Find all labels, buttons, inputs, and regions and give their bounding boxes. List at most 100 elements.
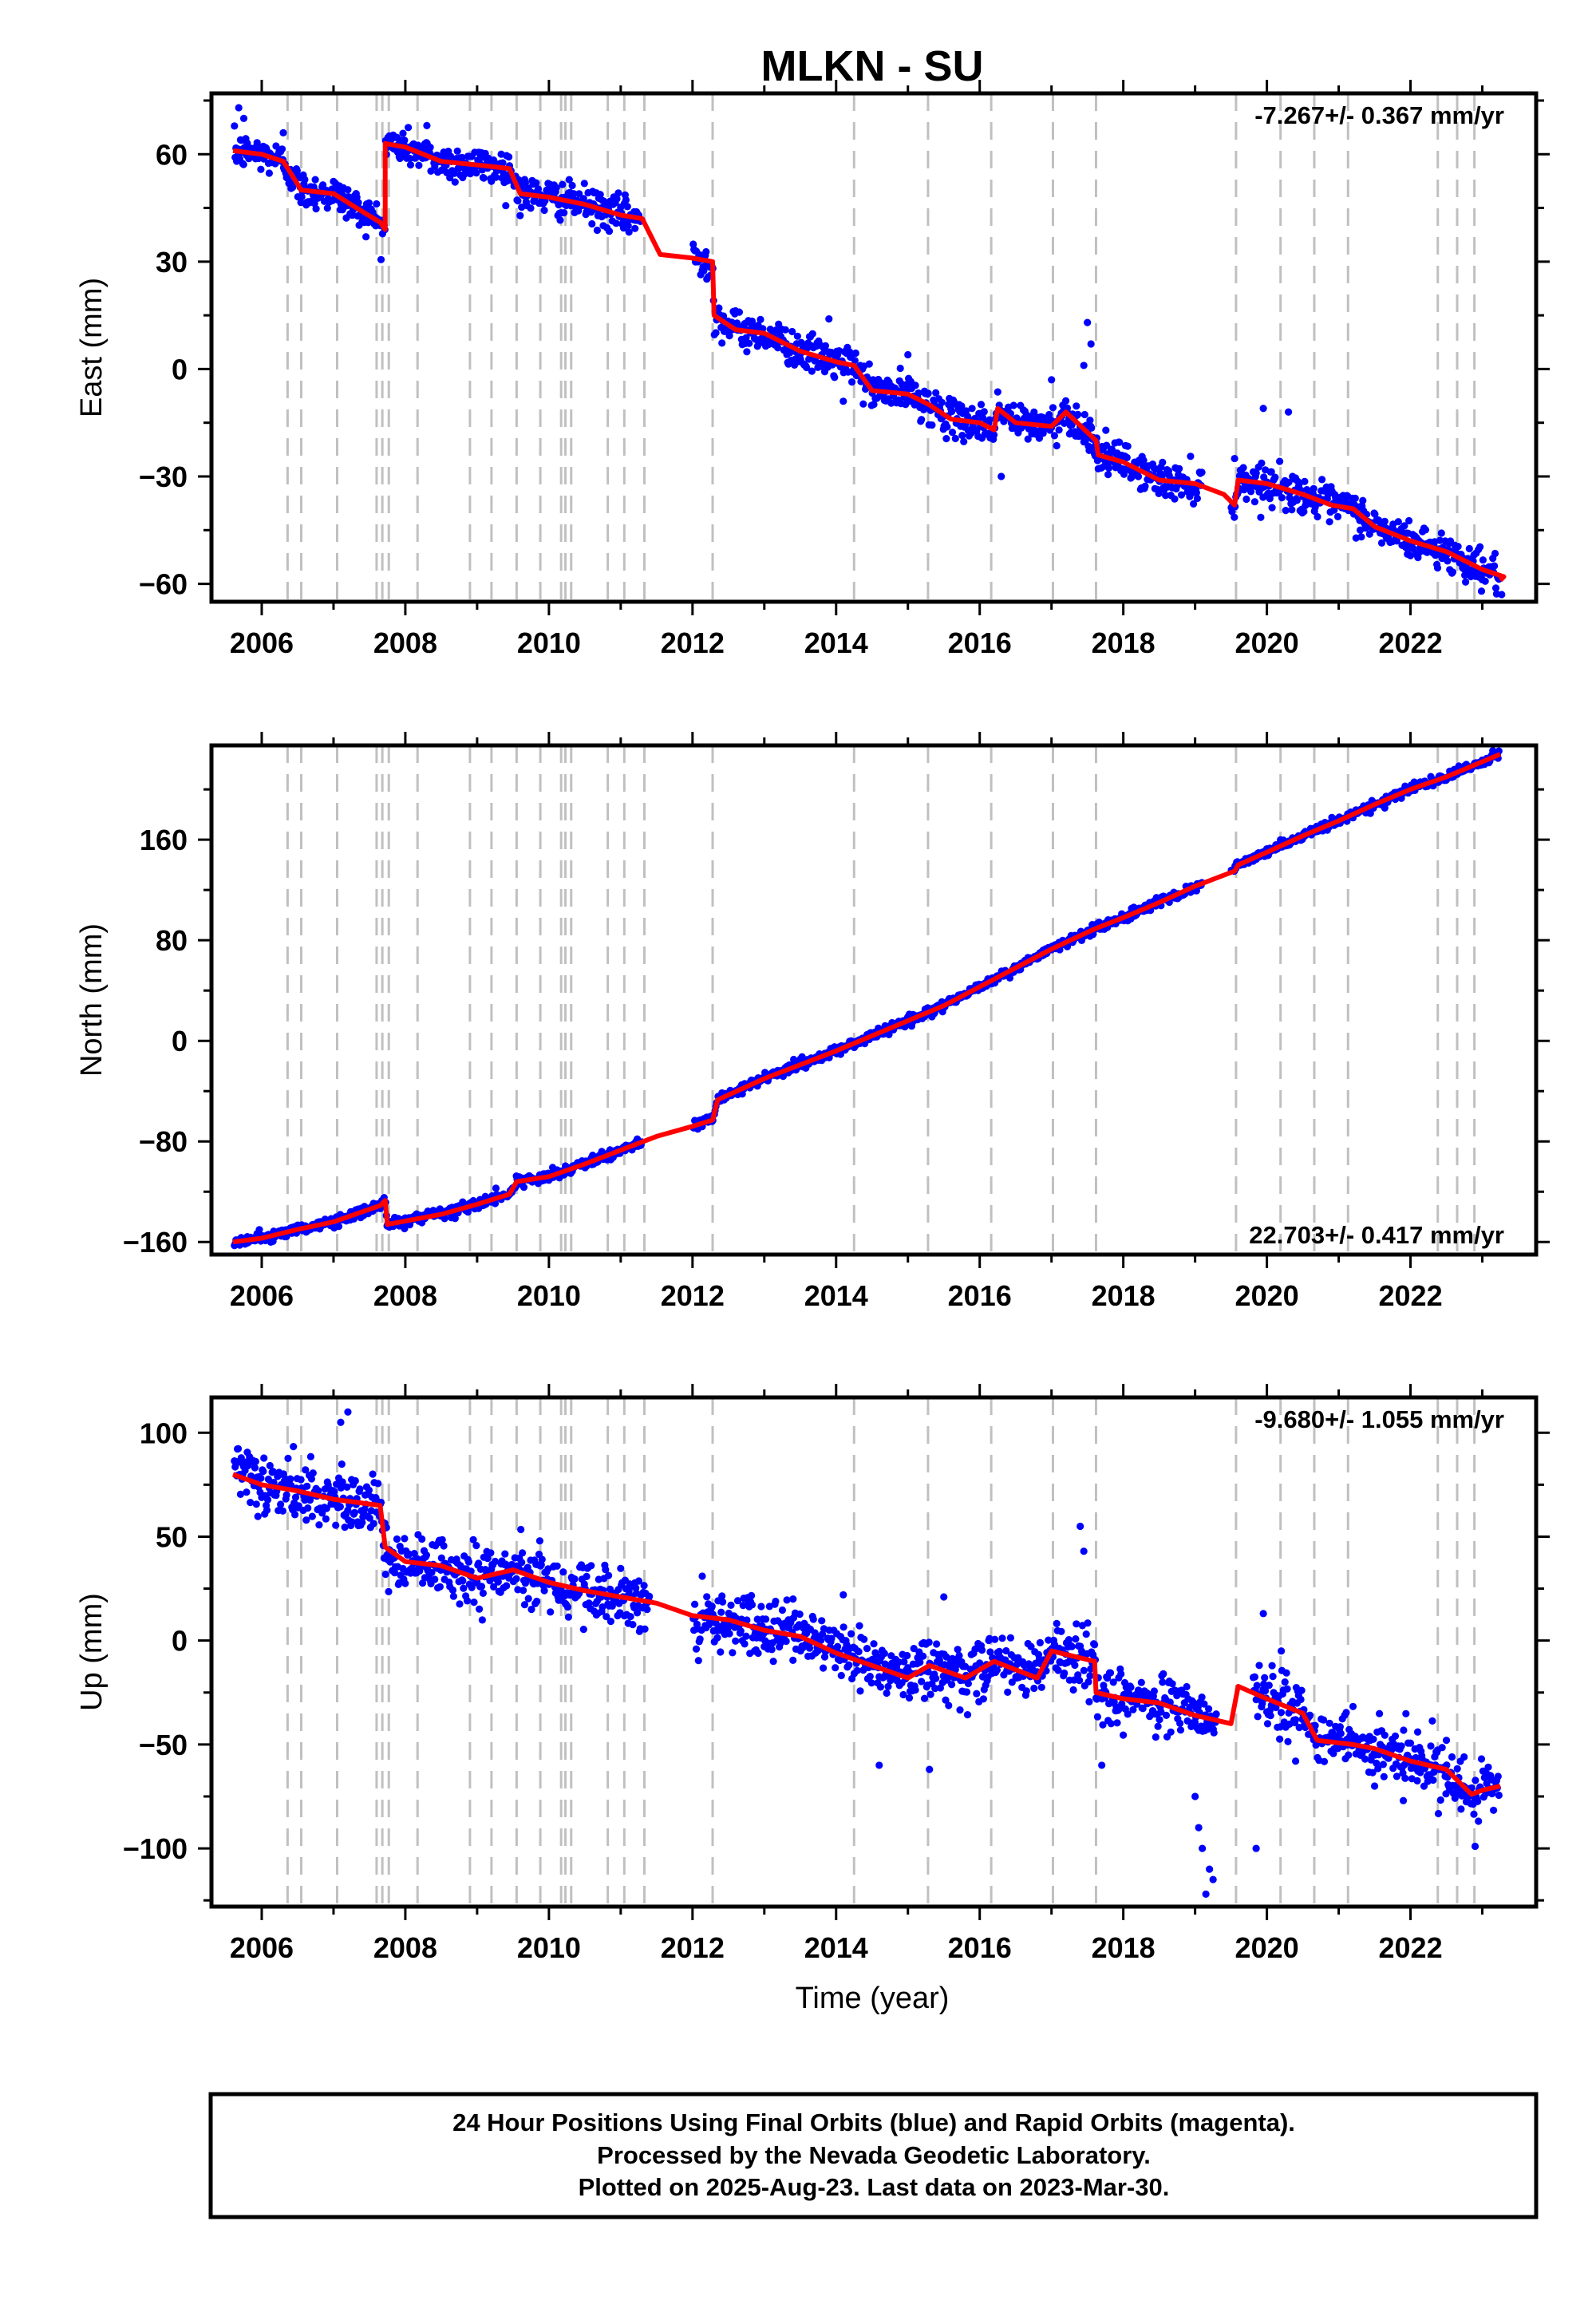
data-point <box>1318 476 1326 484</box>
panels: 2006 2008 2010 2012 2014 2016 2018 2020 2022−60−… <box>75 80 1550 1964</box>
data-point <box>304 1504 312 1512</box>
data-point <box>703 1593 711 1601</box>
data-point <box>1263 1720 1272 1728</box>
data-point <box>1336 1723 1344 1731</box>
data-point <box>369 1470 377 1478</box>
data-point <box>643 1606 651 1614</box>
data-point <box>694 1657 702 1665</box>
data-point <box>1406 1739 1415 1747</box>
data-point <box>401 1579 409 1587</box>
data-point <box>903 1651 911 1660</box>
data-point <box>931 1685 939 1693</box>
data-point <box>253 139 261 147</box>
data-point <box>1285 478 1293 486</box>
data-point <box>254 1512 262 1520</box>
data-point <box>1311 504 1319 512</box>
data-point <box>1293 496 1301 504</box>
data-point <box>1397 1742 1405 1750</box>
data-point <box>1421 526 1429 534</box>
data-point <box>1037 1683 1045 1691</box>
data-point <box>1475 1817 1483 1825</box>
data-point <box>1022 1687 1030 1695</box>
data-point <box>580 180 588 188</box>
y-tick-label: −30 <box>139 460 188 493</box>
data-point <box>602 1613 610 1621</box>
data-point <box>406 161 415 169</box>
data-point <box>514 197 522 205</box>
data-point-outlier <box>875 1761 883 1769</box>
data-point <box>698 1572 706 1580</box>
data-point-outlier <box>1098 1761 1106 1769</box>
data-point <box>440 1542 448 1550</box>
data-point <box>938 398 946 406</box>
data-point <box>1159 458 1167 467</box>
data-point <box>1065 1636 1073 1644</box>
data-point <box>960 437 968 446</box>
data-point <box>1283 1685 1291 1693</box>
data-point <box>418 1535 426 1543</box>
data-point <box>519 1587 527 1595</box>
data-point <box>332 1521 340 1529</box>
data-point <box>385 1587 393 1595</box>
data-point-outlier <box>344 1408 352 1416</box>
data-point <box>552 184 560 192</box>
data-point <box>315 1521 323 1529</box>
data-point <box>977 401 986 409</box>
data-point <box>337 1484 345 1492</box>
data-point <box>1476 543 1484 551</box>
data-point <box>1024 435 1032 443</box>
data-point <box>933 1640 941 1648</box>
data-point <box>839 1623 847 1631</box>
data-point <box>401 1535 409 1543</box>
data-point <box>820 1664 828 1672</box>
data-point <box>1177 491 1186 499</box>
data-point <box>480 174 488 182</box>
data-point <box>405 124 413 132</box>
data-point <box>501 1550 509 1558</box>
data-point-outlier <box>1498 591 1506 599</box>
data-point <box>553 1562 561 1570</box>
data-point <box>1376 1709 1384 1717</box>
data-point-outlier <box>423 121 431 129</box>
data-point <box>1342 1709 1350 1717</box>
data-point <box>995 1647 1003 1655</box>
data-point <box>1291 1716 1300 1724</box>
data-point <box>537 1561 545 1569</box>
data-point <box>796 1611 804 1618</box>
data-point <box>640 1582 648 1590</box>
data-point <box>1006 1634 1014 1642</box>
data-point <box>848 378 856 386</box>
data-point <box>1262 1686 1270 1695</box>
data-point <box>448 1586 457 1595</box>
y-tick-label: 0 <box>172 353 188 385</box>
x-tick-label: 2020 <box>1235 626 1299 659</box>
data-point <box>717 1608 725 1616</box>
data-point <box>560 209 568 217</box>
data-point <box>284 1454 292 1462</box>
data-point-outlier <box>1048 376 1056 384</box>
data-point <box>1325 518 1333 526</box>
data-point <box>860 1635 868 1643</box>
data-point <box>365 1514 373 1522</box>
data-point-outlier <box>904 350 912 359</box>
data-point <box>963 1711 972 1719</box>
data-point <box>1282 1669 1290 1677</box>
data-point <box>1167 1728 1175 1736</box>
data-point <box>1192 488 1200 497</box>
data-point <box>1267 468 1275 476</box>
data-point <box>855 1622 863 1630</box>
data-point <box>1002 1646 1010 1655</box>
data-point <box>918 416 926 424</box>
data-point <box>519 1184 528 1192</box>
data-point <box>928 421 936 429</box>
data-point-outlier <box>337 1418 345 1426</box>
data-point <box>772 1597 780 1606</box>
data-point <box>559 1568 567 1576</box>
plot-frame <box>209 91 1539 604</box>
data-point <box>1250 498 1258 506</box>
data-point <box>942 1696 950 1704</box>
data-point <box>911 1686 919 1694</box>
data-point <box>1137 1678 1145 1686</box>
data-point-outlier <box>1206 1865 1214 1873</box>
data-point <box>341 1524 349 1531</box>
